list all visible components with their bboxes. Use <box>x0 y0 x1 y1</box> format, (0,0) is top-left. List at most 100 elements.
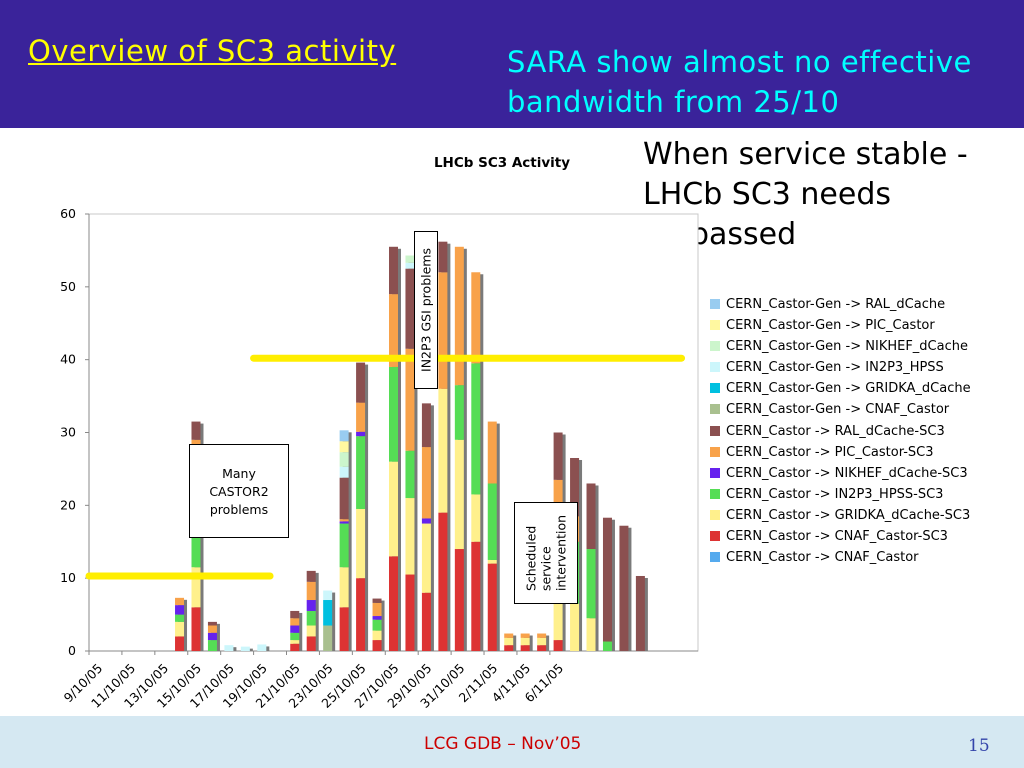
bar-segment <box>421 518 431 524</box>
bar-segment <box>323 590 333 601</box>
footer-bar <box>0 716 1024 768</box>
legend-label: CERN_Castor-Gen -> NIKHEF_dCache <box>726 339 968 355</box>
bar-segment <box>619 525 629 651</box>
bar-segment <box>339 430 349 442</box>
chart: LHCb SC3 Activity01020304050609/10/0511/… <box>60 155 699 711</box>
bar-segment <box>175 605 185 615</box>
bar-segment <box>339 519 349 522</box>
chart-title: LHCb SC3 Activity <box>434 155 570 171</box>
legend-label: CERN_Castor-Gen -> RAL_dCache <box>726 297 946 312</box>
legend-entry: CERN_Castor -> IN2P3_HPSS-SC3 <box>710 484 971 505</box>
bar-segment <box>175 621 185 637</box>
in2p3-problems-callout: IN2P3 GSI problems <box>414 231 438 389</box>
legend-entry: CERN_Castor -> RAL_dCache-SC3 <box>710 421 971 442</box>
legend-entry: CERN_Castor-Gen -> NIKHEF_dCache <box>710 336 971 357</box>
bar-segment <box>306 625 316 637</box>
bar-segment <box>257 644 267 651</box>
legend-entry: CERN_Castor -> PIC_Castor-SC3 <box>710 442 971 463</box>
bar-segment <box>389 246 398 295</box>
bar-segment <box>586 549 596 619</box>
bar-segment <box>520 645 530 651</box>
bar-segment <box>487 563 497 651</box>
bar-segment <box>570 603 580 651</box>
callout-line: service <box>538 546 554 592</box>
bar-segment <box>389 294 398 367</box>
bar-segment <box>405 262 415 269</box>
bar-segment <box>471 494 481 542</box>
bar-segment <box>454 385 464 440</box>
bar-segment <box>207 621 217 626</box>
note-text: When service stable - LHCb SC3 needs sur… <box>643 137 968 252</box>
scheduled-intervention-callout: Scheduled service intervention <box>514 502 578 604</box>
bar-segment <box>454 439 464 550</box>
bar-segment <box>372 619 382 631</box>
bar-segment <box>372 640 382 651</box>
bar-segment <box>339 521 349 524</box>
bar-segment <box>537 637 547 646</box>
legend-swatch <box>710 488 720 499</box>
legend-label: CERN_Castor-Gen -> GRIDKA_dCache <box>726 381 971 397</box>
bar-segment <box>586 483 596 550</box>
legend-swatch <box>710 531 720 542</box>
legend-entry: CERN_Castor -> NIKHEF_dCache-SC3 <box>710 463 971 484</box>
bar-segment <box>405 450 415 499</box>
bar-segment <box>356 578 366 651</box>
bar-segment <box>356 436 366 509</box>
legend-entry: CERN_Castor-Gen -> GRIDKA_dCache <box>710 378 971 399</box>
bar-segment <box>306 600 316 611</box>
legend-entry: CERN_Castor -> GRIDKA_dCache-SC3 <box>710 505 971 526</box>
bar-segment <box>438 272 448 389</box>
bar-segment <box>438 512 448 651</box>
bar-segment <box>389 366 398 462</box>
legend-label: CERN_Castor -> CNAF_Castor <box>726 550 919 566</box>
bar-segment <box>405 255 415 263</box>
header-bar <box>0 0 1024 128</box>
bar-segment <box>306 581 316 601</box>
bar-segment <box>290 643 300 651</box>
bar-segment <box>339 567 349 608</box>
bar-segment <box>175 597 185 606</box>
bar-segment <box>504 645 514 651</box>
bar-segment <box>191 567 201 608</box>
bar-segment <box>224 645 234 651</box>
bar-segment <box>339 441 349 453</box>
legend-label: CERN_Castor-Gen -> CNAF_Castor <box>726 402 950 418</box>
y-tick-label: 20 <box>60 497 76 512</box>
bar-segment <box>520 633 530 638</box>
legend-label: CERN_Castor -> CNAF_Castor-SC3 <box>726 529 948 545</box>
bar-segment <box>372 602 382 617</box>
bar-segment <box>389 556 398 651</box>
bar-segment <box>175 636 185 651</box>
bar-segment <box>602 641 612 651</box>
bar-segment <box>207 632 217 641</box>
bar-segment <box>537 633 547 638</box>
bar-segment <box>191 607 201 651</box>
bar-segment <box>487 483 497 560</box>
legend-swatch <box>710 446 720 457</box>
bar-segment <box>339 466 349 478</box>
bar-segment <box>553 640 563 651</box>
bar-segment <box>323 600 333 626</box>
bar-segment <box>405 498 415 575</box>
bar-segment <box>586 618 596 651</box>
bar-segment <box>405 574 415 651</box>
bar-segment <box>438 388 448 513</box>
footer-text: LCG GDB – Nov’05 <box>424 734 582 754</box>
legend-swatch <box>710 383 720 394</box>
bar-segment <box>175 614 185 622</box>
bar-segment <box>454 549 464 651</box>
legend-swatch <box>710 552 720 563</box>
callout-line: Many <box>222 466 256 481</box>
callout-line: CASTOR2 <box>209 484 269 499</box>
bar-segment <box>339 477 349 520</box>
bar-segment <box>306 610 316 626</box>
bar-segment <box>306 570 316 582</box>
bar-segment <box>471 541 481 651</box>
bar-segment <box>553 432 563 480</box>
bar-segment <box>323 625 333 651</box>
legend-swatch <box>710 362 720 373</box>
legend-swatch <box>710 320 720 331</box>
slide-title: Overview of SC3 activity <box>28 34 397 68</box>
legend-swatch <box>710 341 720 352</box>
callout-text: IN2P3 GSI problems <box>418 248 434 372</box>
